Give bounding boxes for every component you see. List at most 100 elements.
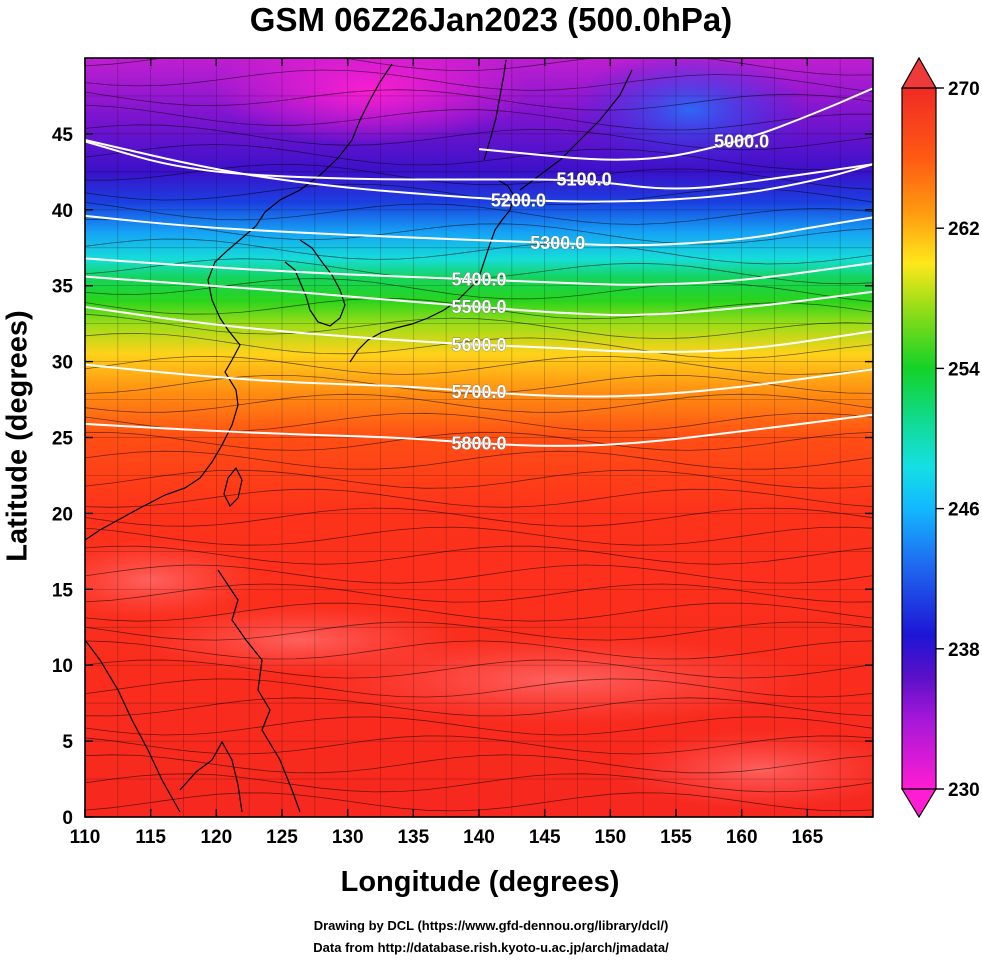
contour-label: 5500.0 bbox=[451, 297, 506, 317]
contour-label: 5700.0 bbox=[451, 382, 506, 402]
x-tick-label: 145 bbox=[529, 827, 561, 848]
streamline bbox=[85, 640, 873, 660]
contour-line bbox=[478, 87, 873, 161]
streamline bbox=[85, 124, 873, 151]
y-tick-label: 30 bbox=[52, 353, 73, 374]
coast-taiwan bbox=[223, 466, 243, 508]
contour-line bbox=[85, 138, 873, 203]
credit-data: Data from http://database.rish.kyoto-u.a… bbox=[313, 940, 669, 955]
streamline bbox=[85, 393, 873, 413]
coast-indochina bbox=[85, 639, 181, 813]
streamline bbox=[85, 621, 873, 641]
coast-kamchatka-kuril bbox=[519, 69, 633, 191]
height-contours: 5000.0 5100.0 5200.0 5300.0 5400.0 5500.0 5600… bbox=[85, 87, 873, 454]
x-tick-label: 160 bbox=[726, 827, 758, 848]
contour-line bbox=[85, 363, 873, 398]
contour-label: 5000.0 bbox=[714, 131, 769, 151]
x-tick-label: 140 bbox=[463, 827, 495, 848]
streamline bbox=[85, 602, 873, 622]
colorbar: 230 238 246 254 262 270 bbox=[900, 56, 980, 819]
warm-patch bbox=[85, 540, 260, 620]
streamline bbox=[85, 89, 873, 111]
chart-title: GSM 06Z26Jan2023 (500.0hPa) bbox=[249, 1, 733, 38]
streamline bbox=[85, 659, 873, 679]
contour-label: 5800.0 bbox=[451, 434, 506, 454]
warm-patch bbox=[620, 730, 873, 810]
streamline bbox=[85, 202, 873, 225]
y-tick-label: 5 bbox=[62, 732, 73, 753]
x-tick-label: 125 bbox=[266, 827, 298, 848]
streamline bbox=[85, 238, 873, 265]
streamline bbox=[85, 431, 873, 451]
contour-line bbox=[85, 275, 873, 316]
streamline bbox=[85, 355, 873, 375]
streamline bbox=[85, 754, 873, 774]
colorbar-scale bbox=[901, 87, 937, 790]
streamline bbox=[85, 716, 873, 736]
colorbar-min-arrow bbox=[900, 788, 938, 819]
cold-core-west bbox=[210, 58, 530, 145]
colorbar-tick-label: 238 bbox=[948, 640, 980, 661]
y-tick-label: 15 bbox=[52, 580, 74, 601]
streamline bbox=[85, 526, 873, 546]
colorbar-tick-label: 254 bbox=[948, 359, 980, 380]
x-tick-label: 150 bbox=[594, 827, 626, 848]
streamline bbox=[85, 488, 873, 508]
contour-label: 5600.0 bbox=[451, 335, 506, 355]
y-tick-label: 25 bbox=[52, 429, 74, 450]
streamline bbox=[85, 678, 873, 698]
x-tick-label: 135 bbox=[397, 827, 429, 848]
coastline bbox=[85, 59, 633, 813]
streamline bbox=[85, 507, 873, 527]
contour-label: 5300.0 bbox=[530, 233, 585, 253]
temperature-field: 5000.0 5100.0 5200.0 5300.0 5400.0 5500.0 5600… bbox=[85, 58, 873, 817]
y-tick-label: 0 bbox=[62, 808, 73, 829]
cold-core-east bbox=[570, 58, 810, 170]
x-tick-label: 110 bbox=[70, 827, 101, 848]
contour-label: 5400.0 bbox=[451, 270, 506, 290]
coast-sakhalin bbox=[483, 59, 507, 161]
streamline bbox=[85, 697, 873, 717]
streamline bbox=[85, 332, 873, 359]
x-axis-label: Longitude (degrees) bbox=[340, 866, 620, 898]
streamline bbox=[85, 545, 873, 565]
streamline bbox=[85, 278, 873, 303]
colorbar-max-arrow bbox=[900, 56, 938, 89]
y-tick-label: 10 bbox=[52, 656, 73, 677]
x-tick-label: 120 bbox=[200, 827, 232, 848]
x-tick-label: 155 bbox=[660, 827, 692, 848]
streamline bbox=[85, 313, 873, 340]
coast-asia-mainland bbox=[85, 63, 393, 541]
streamline bbox=[85, 374, 873, 394]
colorbar-tick-label: 262 bbox=[948, 219, 980, 240]
y-axis-label-text: Latitude (degrees) bbox=[1, 310, 34, 562]
contour-label: 5100.0 bbox=[557, 169, 612, 189]
contour-label: 5200.0 bbox=[491, 191, 546, 211]
colorbar-tick-label: 270 bbox=[948, 79, 980, 100]
colorbar-tick-label: 230 bbox=[948, 780, 980, 801]
streamline bbox=[85, 469, 873, 489]
contour-line bbox=[85, 214, 873, 247]
streamline bbox=[85, 104, 873, 131]
contour-line bbox=[85, 257, 873, 286]
contour-line bbox=[85, 305, 873, 353]
coast-philippines bbox=[217, 569, 301, 813]
streamline bbox=[85, 144, 873, 171]
x-tick-label: 165 bbox=[791, 827, 823, 848]
credit-drawing: Drawing by DCL (https://www.gfd-dennou.o… bbox=[313, 918, 669, 933]
y-axis: 0 5 10 15 20 25 30 35 40 45 bbox=[52, 125, 873, 829]
coast-borneo bbox=[179, 740, 243, 813]
y-tick-label: 20 bbox=[52, 504, 73, 525]
colorbar-ticks: 230 238 246 254 262 270 bbox=[936, 79, 980, 801]
colorbar-tick-label: 246 bbox=[948, 500, 980, 521]
contour-line bbox=[85, 413, 873, 447]
y-tick-label: 40 bbox=[52, 201, 73, 222]
streamline bbox=[85, 69, 873, 93]
x-axis: 110 115 120 125 130 135 140 145 150 155 160 165 bbox=[70, 58, 824, 848]
y-tick-label: 35 bbox=[52, 277, 74, 298]
x-tick-label: 130 bbox=[332, 827, 364, 848]
x-tick-label: 115 bbox=[135, 827, 166, 848]
warm-patch bbox=[140, 605, 460, 675]
streamline bbox=[85, 218, 873, 245]
